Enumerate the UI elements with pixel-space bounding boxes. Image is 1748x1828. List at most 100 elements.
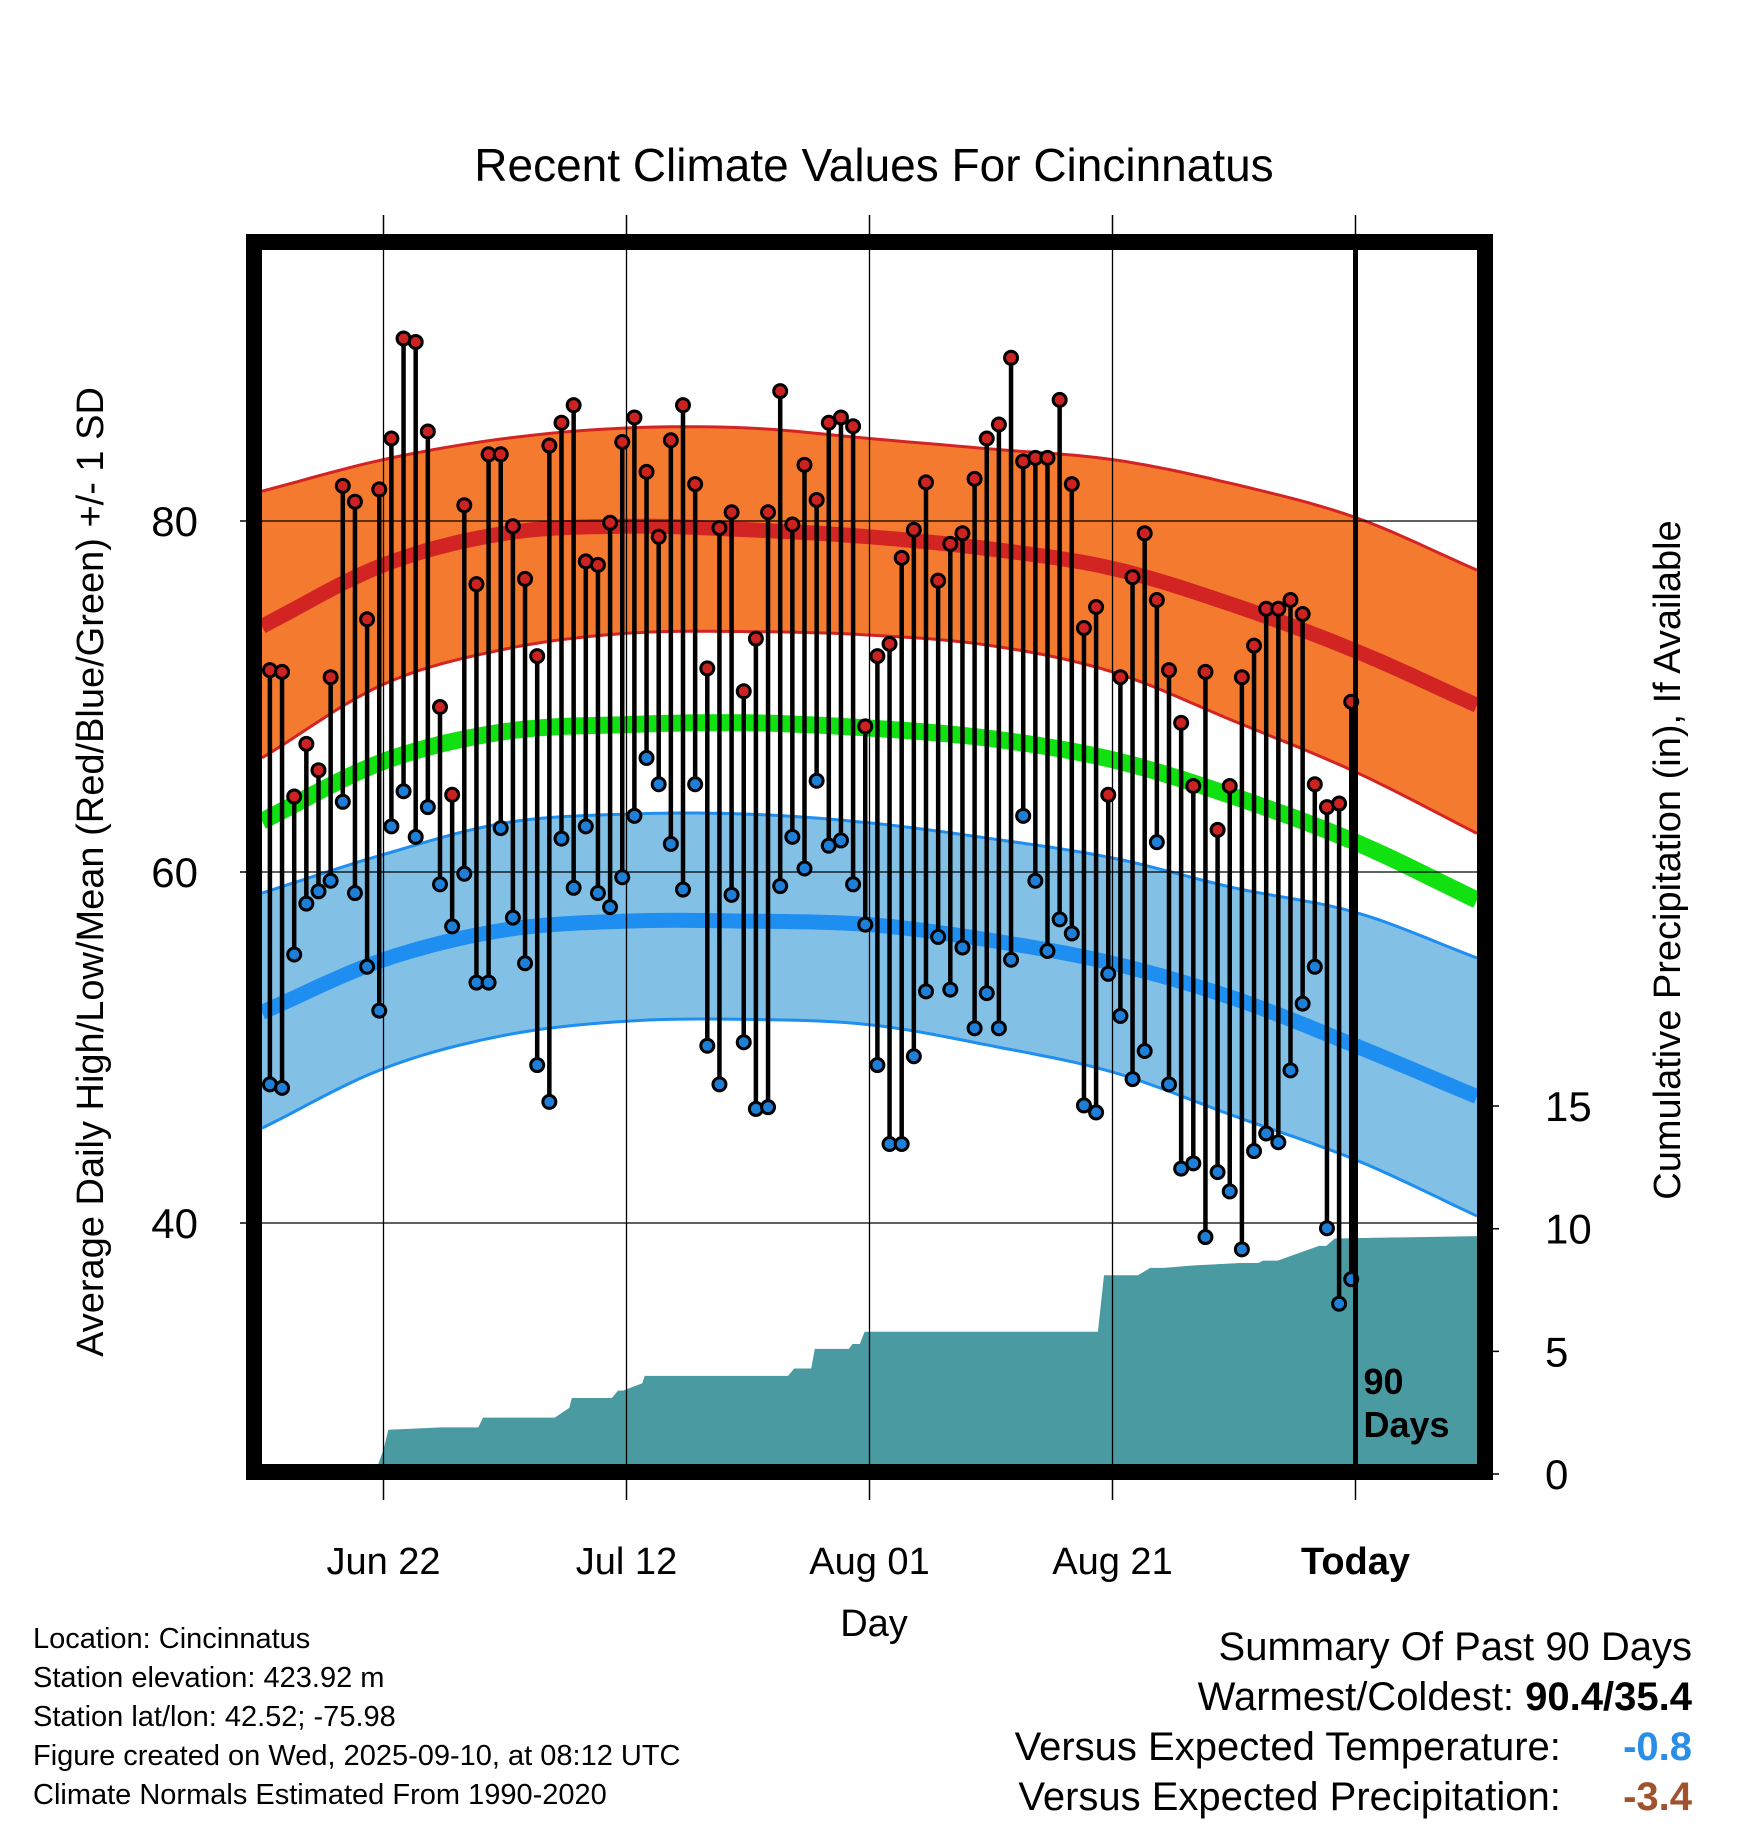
daily-high-point [1270,600,1287,617]
x-axis-label: Day [840,1603,908,1645]
daily-high-point [857,718,874,735]
daily-low-point [407,828,424,845]
daily-low-point [286,946,303,963]
daily-low-point [431,876,448,893]
daily-high-point [954,525,971,542]
daily-low-point [808,772,825,789]
daily-high-point [747,630,764,647]
daily-high-point [419,423,436,440]
daily-low-point [772,878,789,895]
daily-high-point [1136,525,1153,542]
daily-low-point [444,918,461,935]
daily-low-point [456,865,473,882]
daily-high-point [699,660,716,677]
daily-low-point [650,776,667,793]
daily-low-point [1306,958,1323,975]
daily-high-point [650,528,667,545]
daily-high-point [662,432,679,449]
daily-low-point [626,807,643,824]
daily-high-point [1088,598,1105,615]
daily-high-point [735,683,752,700]
y-axis-right-label: Cumulative Precipitation (in), If Availa… [1647,520,1689,1199]
daily-high-point [1197,663,1214,680]
daily-high-point [492,446,509,463]
daily-high-point [626,409,643,426]
daily-high-point [881,635,898,652]
station-latlon: Station lat/lon: 42.52; -75.98 [33,1701,396,1733]
daily-high-point [589,556,606,573]
daily-low-point [1294,995,1311,1012]
daily-high-point [468,576,485,593]
daily-high-point [942,535,959,552]
daily-low-point [334,793,351,810]
daily-low-point [832,832,849,849]
daily-low-point [1148,834,1165,851]
daily-high-point [711,520,728,537]
daily-high-point [893,549,910,566]
daily-high-point [796,456,813,473]
daily-low-point [1051,911,1068,928]
daily-high-point [760,504,777,521]
daily-high-point [832,409,849,426]
daily-low-point [723,886,740,903]
daily-low-point [954,939,971,956]
today-days-label: 90 Days [1364,1361,1450,1445]
daily-low-point [1282,1062,1299,1079]
daily-high-point [529,648,546,665]
summary-precip-diff: Versus Expected Precipitation: -3.4 [1015,1772,1692,1822]
daily-points [261,330,1360,1312]
daily-high-point [456,497,473,514]
plot-frame [246,234,1493,1480]
daily-low-point [504,909,521,926]
y-right-tick-label: 15 [1545,1083,1592,1130]
daily-low-point [1318,1220,1335,1237]
daily-high-point [383,430,400,447]
daily-high-point [1003,349,1020,366]
daily-low-point [1075,1097,1092,1114]
daily-low-point [699,1037,716,1054]
cumulative-precip-area [378,1236,1477,1464]
daily-low-point [1027,872,1044,889]
daily-high-point [1331,795,1348,812]
daily-high-point [1051,391,1068,408]
daily-high-point [1209,821,1226,838]
daily-low-point [1088,1104,1105,1121]
daily-low-point [419,799,436,816]
daily-high-point [602,514,619,531]
plot-area: 90 Days [240,215,1499,1500]
daily-low-point [383,818,400,835]
daily-high-point [905,521,922,538]
daily-high-point [1100,786,1117,803]
daily-low-point [1185,1155,1202,1172]
daily-low-point [371,1002,388,1019]
x-tick-label: Today [1301,1541,1410,1583]
daily-low-point [553,830,570,847]
summary-temp-diff: Versus Expected Temperature: -0.8 [1015,1722,1692,1772]
climate-normals-period: Climate Normals Estimated From 1990-2020 [33,1779,607,1811]
daily-low-point [1039,942,1056,959]
daily-low-point [1233,1241,1250,1258]
daily-low-point [322,872,339,889]
station-elevation: Station elevation: 423.92 m [33,1662,385,1694]
daily-low-point [1331,1295,1348,1312]
daily-high-point [978,430,995,447]
daily-low-point [735,1034,752,1051]
daily-low-point [310,883,327,900]
warmest-coldest-label: Warmest/Coldest: [1197,1675,1515,1719]
daily-high-point [930,572,947,589]
daily-low-point [395,783,412,800]
x-tick-label: Aug 01 [809,1541,929,1583]
daily-high-point [1173,714,1190,731]
daily-high-point [1233,669,1250,686]
daily-high-point [990,416,1007,433]
y-right-tick-labels: 0 5 10 15 [1545,1083,1592,1498]
daily-low-point [966,1020,983,1037]
daily-high-point [845,418,862,435]
daily-low-point [577,818,594,835]
x-tick-label: Jun 22 [326,1541,440,1583]
figure-created: Figure created on Wed, 2025-09-10, at 08… [33,1740,681,1772]
station-info: Location: Cincinnatus Station elevation:… [33,1620,681,1815]
daily-low-point [614,869,631,886]
daily-high-point [1075,620,1092,637]
daily-high-point [359,611,376,628]
